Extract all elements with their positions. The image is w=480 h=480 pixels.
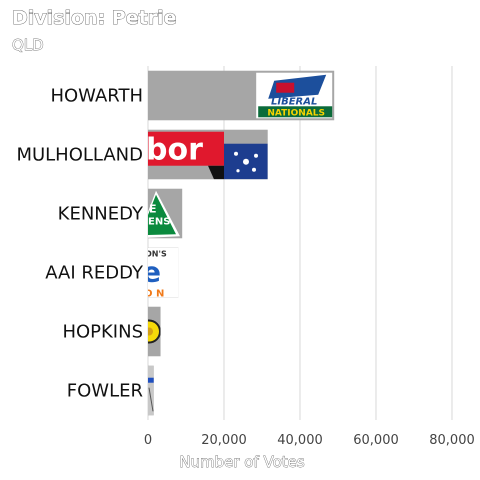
svg-text:LIBERAL: LIBERAL [271, 97, 317, 108]
category-label-howarth: HOWARTH [50, 86, 143, 107]
bars [148, 71, 334, 416]
svg-text:NATIONALS: NATIONALS [267, 108, 325, 118]
category-label-fowler: FOWLER [67, 381, 143, 402]
x-tick-label-80000: 80,000 [429, 433, 475, 448]
svg-text:bor: bor [146, 133, 203, 168]
one-nation-logo: ON'SeO N [142, 248, 188, 300]
x-tick-labels: 0 20,000 40,000 60,000 80,000 [144, 433, 475, 448]
svg-text:O N: O N [144, 288, 164, 299]
category-label-mulholland: MULHOLLAND [16, 145, 143, 166]
x-tick-label-40000: 40,000 [277, 433, 323, 448]
category-labels: HOWARTH MULHOLLAND KENNEDY AAI REDDY HOPKINS… [16, 86, 144, 402]
svg-text:e: e [142, 256, 161, 289]
x-tick-label-20000: 20,000 [201, 433, 247, 448]
category-label-kennedy: KENNEDY [58, 204, 144, 225]
svg-text:E: E [149, 203, 157, 216]
blue-line-logo [148, 366, 156, 416]
category-label-aai-reddy: AAI REDDY [45, 263, 144, 284]
x-axis-title: Number of Votes [179, 453, 305, 471]
category-label-hopkins: HOPKINS [62, 322, 143, 343]
x-tick-label-60000: 60,000 [353, 433, 399, 448]
x-tick-label-0: 0 [144, 433, 152, 448]
chart-title: Division: Petrie [12, 7, 176, 29]
chart-subtitle: QLD [12, 36, 44, 54]
svg-text:ENS: ENS [148, 217, 170, 228]
